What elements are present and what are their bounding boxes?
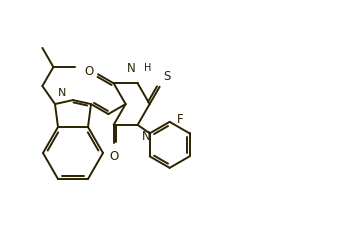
Text: O: O: [85, 65, 94, 78]
Text: O: O: [109, 150, 118, 163]
Text: S: S: [164, 70, 171, 83]
Text: N: N: [142, 130, 150, 143]
Text: N: N: [127, 62, 136, 75]
Text: H: H: [144, 63, 151, 73]
Text: F: F: [177, 113, 183, 126]
Text: N: N: [58, 88, 66, 98]
